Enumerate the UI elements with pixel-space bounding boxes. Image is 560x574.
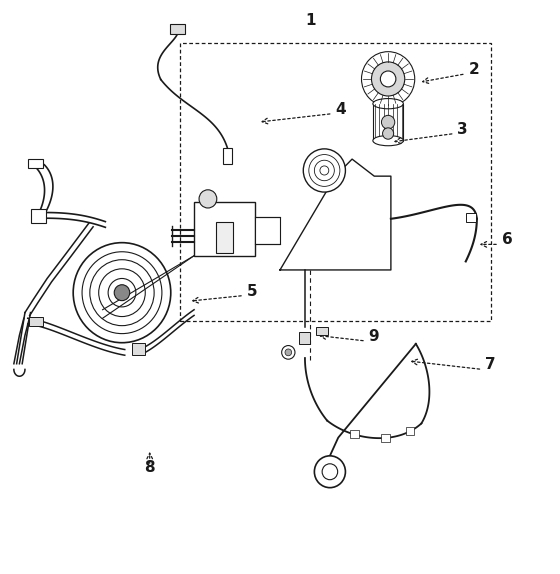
Bar bbox=[223, 148, 232, 164]
Circle shape bbox=[380, 71, 396, 87]
Bar bbox=[300, 332, 310, 344]
Bar bbox=[466, 213, 475, 222]
Text: 3: 3 bbox=[458, 122, 468, 137]
Bar bbox=[29, 316, 43, 325]
Circle shape bbox=[381, 115, 395, 129]
Bar bbox=[316, 327, 328, 335]
Circle shape bbox=[371, 62, 405, 96]
Text: 6: 6 bbox=[502, 232, 512, 247]
Text: 8: 8 bbox=[144, 460, 155, 475]
Circle shape bbox=[114, 285, 130, 301]
Text: 2: 2 bbox=[469, 62, 479, 77]
Circle shape bbox=[304, 149, 346, 192]
Bar bbox=[170, 24, 185, 34]
Circle shape bbox=[314, 456, 346, 488]
Circle shape bbox=[362, 52, 415, 106]
Bar bbox=[216, 222, 233, 253]
Bar bbox=[381, 434, 390, 442]
Ellipse shape bbox=[373, 135, 403, 146]
Bar bbox=[180, 42, 491, 321]
Text: 4: 4 bbox=[335, 102, 346, 117]
Bar bbox=[349, 430, 358, 439]
Bar bbox=[373, 104, 403, 141]
Polygon shape bbox=[280, 159, 391, 270]
Text: 7: 7 bbox=[485, 358, 496, 373]
Circle shape bbox=[322, 464, 338, 480]
Circle shape bbox=[285, 349, 292, 356]
Circle shape bbox=[282, 346, 295, 359]
Bar bbox=[28, 159, 43, 168]
Bar bbox=[194, 201, 255, 256]
Bar bbox=[405, 427, 414, 435]
Text: 1: 1 bbox=[305, 13, 316, 28]
Bar bbox=[255, 217, 280, 245]
Circle shape bbox=[199, 190, 217, 208]
Bar bbox=[30, 208, 46, 223]
Bar bbox=[132, 343, 145, 355]
Circle shape bbox=[382, 128, 394, 139]
Text: 9: 9 bbox=[368, 329, 379, 344]
Ellipse shape bbox=[373, 99, 403, 109]
Text: 5: 5 bbox=[247, 284, 258, 298]
